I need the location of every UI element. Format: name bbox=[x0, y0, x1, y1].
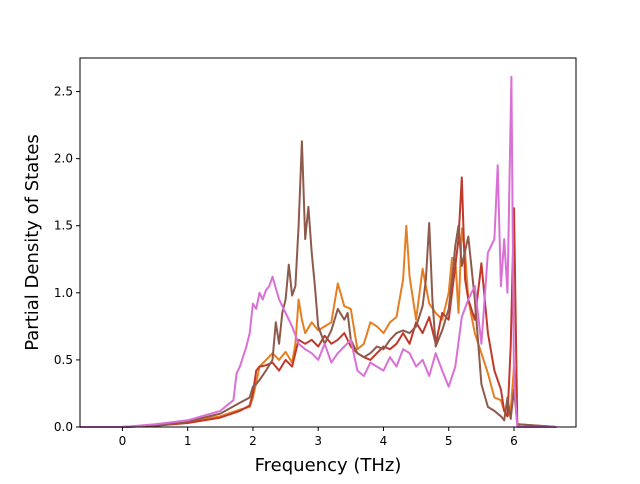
x-tick-label: 0 bbox=[119, 434, 127, 448]
y-tick-label: 1.5 bbox=[54, 219, 73, 233]
x-tick-label: 2 bbox=[249, 434, 257, 448]
y-tick-label: 0.5 bbox=[54, 353, 73, 367]
x-tick-label: 6 bbox=[510, 434, 518, 448]
series-line-4 bbox=[80, 75, 557, 428]
y-axis-ticks: 0.0 0.5 1.0 1.5 2.0 2.5 bbox=[54, 85, 80, 434]
series-line-1 bbox=[80, 224, 557, 428]
y-tick-label: 2.0 bbox=[54, 152, 73, 166]
x-tick-label: 3 bbox=[314, 434, 322, 448]
x-axis-ticks: 0 1 2 3 4 5 6 bbox=[119, 427, 518, 448]
x-tick-label: 5 bbox=[445, 434, 453, 448]
plot-lines bbox=[80, 75, 557, 428]
series-line-3 bbox=[80, 140, 557, 428]
y-tick-label: 1.0 bbox=[54, 286, 73, 300]
series-line-2 bbox=[80, 176, 557, 428]
y-tick-label: 2.5 bbox=[54, 85, 73, 99]
axes-frame bbox=[79, 57, 577, 428]
x-axis-label: Frequency (THz) bbox=[255, 455, 402, 476]
y-axis-label: Partial Density of States bbox=[22, 134, 43, 351]
x-tick-label: 4 bbox=[380, 434, 388, 448]
x-tick-label: 1 bbox=[184, 434, 192, 448]
y-tick-label: 0.0 bbox=[54, 420, 73, 434]
